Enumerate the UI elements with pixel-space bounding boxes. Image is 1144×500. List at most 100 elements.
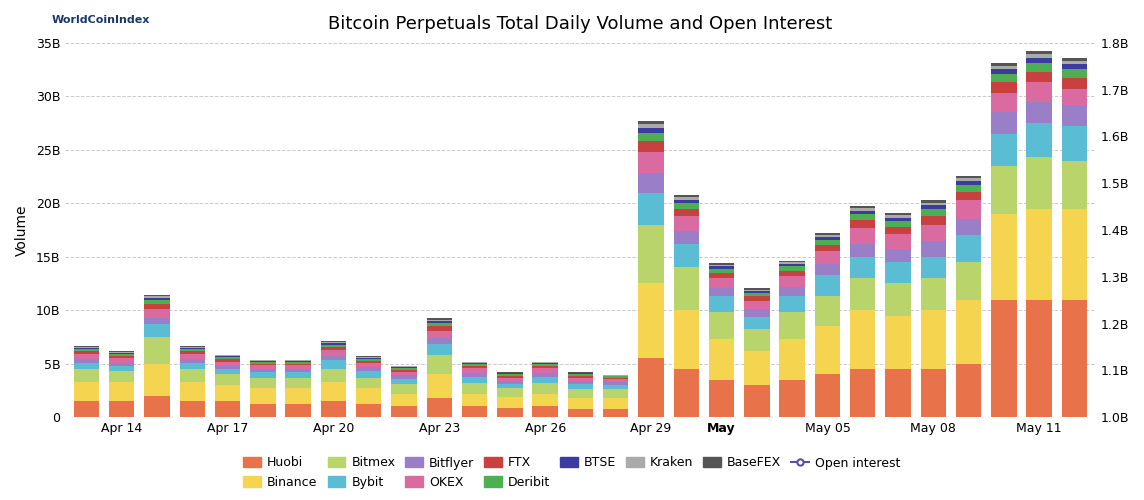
Bar (815, 236, 840, 240)
Bar (921, 216, 946, 224)
Bar (144, 296, 169, 298)
Bar (144, 318, 169, 324)
Bar (850, 210, 875, 214)
Bar (391, 366, 416, 367)
Bar (144, 295, 169, 296)
Text: WorldCoinIndex: WorldCoinIndex (51, 15, 150, 25)
Bar (991, 112, 1017, 134)
Bar (709, 268, 734, 273)
Bar (567, 398, 594, 408)
Bar (1026, 208, 1051, 300)
Bar (1062, 300, 1087, 417)
Bar (286, 369, 311, 372)
Bar (1062, 105, 1087, 126)
Bar (180, 382, 205, 401)
Bar (1062, 61, 1087, 64)
Bar (320, 401, 347, 417)
Bar (462, 376, 487, 383)
Bar (603, 382, 628, 385)
Bar (921, 278, 946, 310)
Bar (462, 366, 487, 368)
Bar (286, 388, 311, 404)
Bar (850, 208, 875, 210)
Bar (215, 366, 240, 369)
Bar (73, 369, 100, 382)
Bar (356, 356, 381, 357)
Bar (709, 273, 734, 278)
Bar (427, 398, 452, 417)
Bar (251, 388, 276, 404)
Bar (109, 356, 135, 358)
Bar (603, 385, 628, 390)
Bar (815, 234, 840, 236)
Bar (498, 378, 523, 381)
Bar (180, 349, 205, 352)
Bar (674, 195, 699, 197)
Bar (532, 362, 558, 363)
Bar (674, 216, 699, 231)
Bar (73, 401, 100, 417)
Bar (180, 362, 205, 369)
Bar (885, 216, 911, 218)
Bar (1026, 51, 1051, 54)
Bar (320, 356, 347, 360)
Bar (850, 244, 875, 256)
Bar (251, 369, 276, 372)
Bar (1026, 158, 1051, 208)
Bar (991, 74, 1017, 82)
Bar (391, 370, 416, 372)
Bar (1026, 54, 1051, 58)
Bar (956, 181, 982, 184)
Bar (427, 318, 452, 320)
Bar (215, 385, 240, 401)
Bar (674, 369, 699, 417)
Bar (674, 231, 699, 244)
Bar (885, 234, 911, 250)
Bar (286, 364, 311, 366)
Bar (745, 330, 770, 351)
Bar (1026, 72, 1051, 83)
Bar (144, 304, 169, 309)
Bar (427, 355, 452, 374)
Bar (850, 278, 875, 310)
Bar (745, 351, 770, 385)
Bar (498, 381, 523, 384)
Bar (498, 384, 523, 388)
Bar (674, 208, 699, 216)
Bar (427, 321, 452, 323)
Bar (144, 298, 169, 300)
Bar (286, 361, 311, 362)
Bar (462, 362, 487, 363)
Bar (709, 380, 734, 417)
Bar (921, 200, 946, 202)
Bar (779, 270, 805, 276)
Bar (603, 379, 628, 382)
Bar (498, 372, 523, 373)
Bar (779, 276, 805, 286)
Y-axis label: Volume: Volume (15, 204, 29, 256)
Bar (709, 296, 734, 312)
Bar (532, 394, 558, 406)
Bar (779, 286, 805, 296)
Bar (180, 348, 205, 349)
Bar (956, 176, 982, 178)
Bar (286, 366, 311, 369)
Bar (286, 360, 311, 361)
Bar (320, 342, 347, 344)
Bar (391, 367, 416, 368)
Bar (215, 356, 240, 358)
Bar (779, 260, 805, 262)
Bar (215, 358, 240, 359)
Bar (532, 373, 558, 376)
Bar (674, 244, 699, 268)
Bar (815, 296, 840, 326)
Bar (674, 200, 699, 202)
Bar (180, 359, 205, 362)
Bar (215, 374, 240, 385)
Bar (885, 218, 911, 221)
Bar (850, 256, 875, 278)
Bar (73, 352, 100, 354)
Bar (638, 192, 664, 224)
Bar (956, 364, 982, 417)
Bar (180, 354, 205, 359)
